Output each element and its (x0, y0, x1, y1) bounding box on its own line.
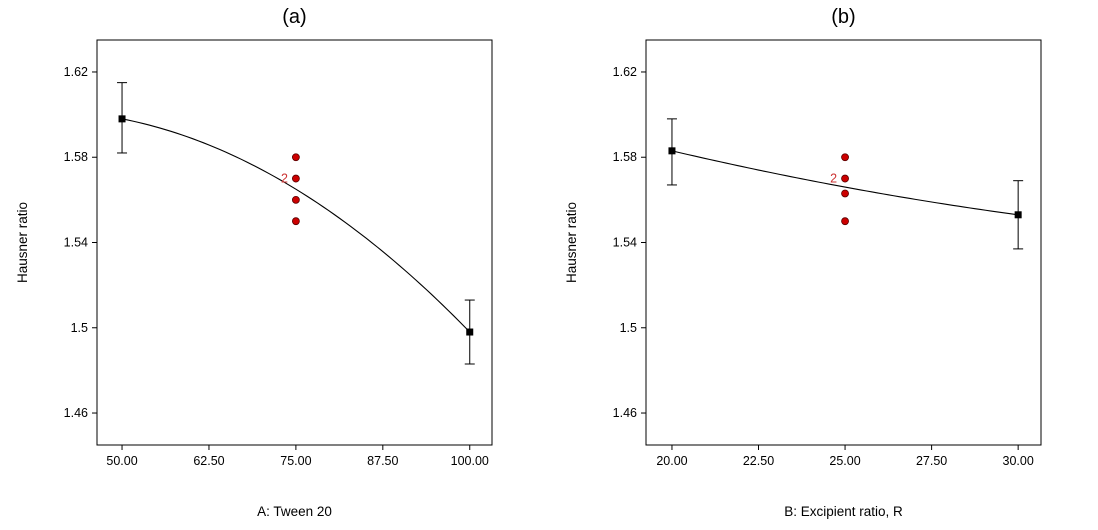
x-tick-label: 20.00 (656, 454, 687, 468)
x-axis-label: A: Tween 20 (257, 504, 332, 519)
y-tick-label: 1.62 (64, 65, 88, 79)
panel-title: (b) (831, 6, 855, 28)
x-tick-label: 50.00 (106, 454, 137, 468)
y-tick-label: 1.54 (613, 236, 637, 250)
y-axis-label: Hausner ratio (15, 202, 30, 283)
design-point (291, 217, 300, 226)
prediction-marker (1014, 211, 1022, 219)
panel-a: (a) 1.46 1.5 1.54 1.58 1.62 50.00 62.50 75.00 87.… (15, 6, 493, 519)
design-point (291, 153, 300, 162)
prediction-marker (668, 147, 676, 155)
design-point (841, 174, 849, 183)
design-point-count-label: 2 (281, 172, 288, 186)
design-point (291, 195, 300, 204)
x-tick-label: 27.50 (916, 454, 947, 468)
panel-b: (b) 1.46 1.5 1.54 1.58 1.62 20.00 22.50 25.00 27.… (549, 0, 1098, 530)
design-point (841, 153, 849, 162)
design-point (841, 189, 849, 198)
panel-title: (a) (282, 6, 306, 28)
x-tick-label: 87.50 (367, 454, 398, 468)
y-tick-label: 1.5 (71, 321, 88, 335)
y-tick-label: 1.46 (64, 406, 88, 420)
x-tick-label: 22.50 (743, 454, 774, 468)
x-tick-label: 62.50 (193, 454, 224, 468)
y-tick-label: 1.46 (613, 406, 637, 420)
design-point (841, 217, 849, 226)
y-tick-label: 1.58 (64, 150, 88, 164)
design-point-count-label: 2 (830, 172, 837, 186)
x-tick-label: 25.00 (829, 454, 860, 468)
y-axis-label: Hausner ratio (564, 202, 579, 283)
prediction-curve (671, 150, 1019, 216)
x-axis-label: B: Excipient ratio, R (784, 504, 903, 519)
plot-frame (645, 39, 1042, 446)
x-tick-label: 100.00 (451, 454, 489, 468)
plot-frame (96, 39, 493, 446)
y-tick-label: 1.62 (613, 65, 637, 79)
y-tick-label: 1.5 (620, 321, 637, 335)
x-tick-label: 30.00 (1003, 454, 1034, 468)
chart-panel-a: (a) 1.46 1.5 1.54 1.58 1.62 50.00 62.50 75.00 87.… (15, 6, 493, 519)
prediction-marker (466, 328, 474, 336)
design-point (291, 174, 300, 183)
x-tick-label: 75.00 (280, 454, 311, 468)
prediction-curve (121, 118, 471, 333)
y-tick-label: 1.58 (613, 150, 637, 164)
y-tick-label: 1.54 (64, 236, 88, 250)
chart-panel-b: (b) 1.46 1.5 1.54 1.58 1.62 20.00 22.50 25.00 27.… (564, 6, 1042, 519)
prediction-marker (118, 115, 126, 123)
